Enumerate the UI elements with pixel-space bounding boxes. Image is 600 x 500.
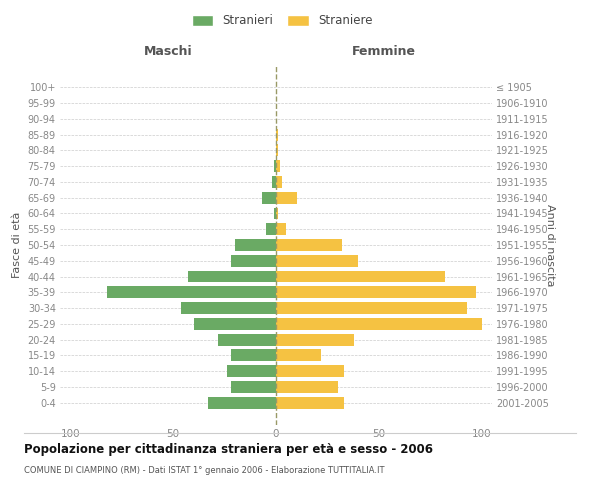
Text: COMUNE DI CIAMPINO (RM) - Dati ISTAT 1° gennaio 2006 - Elaborazione TUTTITALIA.I: COMUNE DI CIAMPINO (RM) - Dati ISTAT 1° …: [24, 466, 385, 475]
Bar: [208, 397, 276, 408]
Bar: [274, 208, 276, 220]
Bar: [276, 318, 482, 330]
Y-axis label: Fasce di età: Fasce di età: [12, 212, 22, 278]
Bar: [218, 334, 276, 345]
Bar: [276, 160, 280, 172]
Bar: [276, 270, 445, 282]
Bar: [266, 224, 276, 235]
Bar: [262, 192, 276, 203]
Y-axis label: Anni di nascita: Anni di nascita: [545, 204, 554, 286]
Bar: [276, 224, 286, 235]
Bar: [276, 255, 358, 266]
Bar: [276, 381, 338, 393]
Bar: [188, 270, 276, 282]
Bar: [231, 255, 276, 266]
Bar: [107, 286, 276, 298]
Bar: [276, 192, 296, 203]
Bar: [227, 366, 276, 377]
Bar: [194, 318, 276, 330]
Bar: [276, 239, 342, 251]
Bar: [276, 366, 344, 377]
Legend: Stranieri, Straniere: Stranieri, Straniere: [188, 11, 376, 31]
Bar: [181, 302, 276, 314]
Bar: [276, 176, 282, 188]
Bar: [276, 302, 467, 314]
Bar: [276, 286, 476, 298]
Bar: [231, 381, 276, 393]
Text: Femmine: Femmine: [352, 45, 416, 58]
Bar: [276, 350, 321, 362]
Bar: [274, 160, 276, 172]
Bar: [276, 128, 278, 140]
Bar: [231, 350, 276, 362]
Bar: [235, 239, 276, 251]
Text: Maschi: Maschi: [143, 45, 193, 58]
Bar: [276, 144, 278, 156]
Bar: [276, 334, 354, 345]
Bar: [276, 208, 278, 220]
Bar: [276, 397, 344, 408]
Text: Popolazione per cittadinanza straniera per età e sesso - 2006: Popolazione per cittadinanza straniera p…: [24, 442, 433, 456]
Bar: [272, 176, 276, 188]
